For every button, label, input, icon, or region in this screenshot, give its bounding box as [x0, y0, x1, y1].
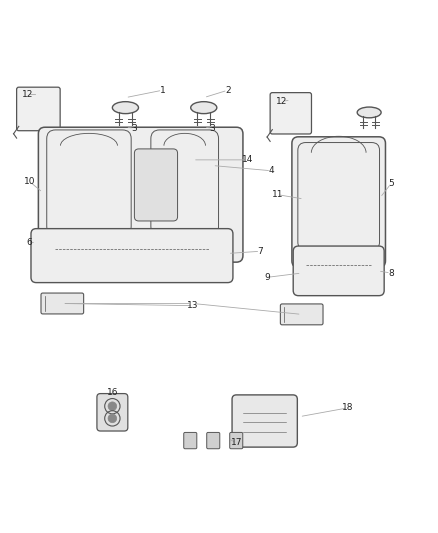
Ellipse shape — [357, 107, 381, 118]
Ellipse shape — [113, 102, 138, 114]
FancyBboxPatch shape — [230, 432, 243, 449]
Text: 3: 3 — [131, 124, 137, 133]
Text: 17: 17 — [231, 438, 242, 447]
FancyBboxPatch shape — [207, 432, 220, 449]
Text: 3: 3 — [210, 124, 215, 133]
FancyBboxPatch shape — [293, 246, 384, 296]
FancyBboxPatch shape — [270, 93, 311, 134]
FancyBboxPatch shape — [184, 432, 197, 449]
Text: 2: 2 — [225, 86, 230, 95]
FancyBboxPatch shape — [31, 229, 233, 282]
FancyBboxPatch shape — [292, 137, 385, 268]
Text: 5: 5 — [388, 179, 394, 188]
Circle shape — [108, 414, 117, 423]
FancyBboxPatch shape — [134, 149, 177, 221]
Text: 12: 12 — [22, 90, 33, 99]
Ellipse shape — [191, 102, 217, 114]
Text: 16: 16 — [106, 388, 118, 397]
FancyBboxPatch shape — [280, 304, 323, 325]
Circle shape — [108, 402, 117, 410]
Text: 7: 7 — [258, 247, 263, 256]
Text: 4: 4 — [268, 166, 274, 175]
Text: 11: 11 — [272, 190, 283, 199]
FancyBboxPatch shape — [41, 293, 84, 314]
Text: 12: 12 — [276, 96, 288, 106]
Text: 18: 18 — [342, 403, 353, 413]
Text: 10: 10 — [24, 177, 35, 186]
Text: 8: 8 — [388, 269, 394, 278]
Text: 6: 6 — [27, 238, 32, 247]
Text: 14: 14 — [242, 156, 253, 164]
Text: 1: 1 — [159, 86, 165, 95]
FancyBboxPatch shape — [17, 87, 60, 131]
FancyBboxPatch shape — [97, 393, 128, 431]
FancyBboxPatch shape — [232, 395, 297, 447]
FancyBboxPatch shape — [39, 127, 243, 262]
Text: 13: 13 — [187, 301, 199, 310]
Text: 9: 9 — [264, 273, 270, 282]
